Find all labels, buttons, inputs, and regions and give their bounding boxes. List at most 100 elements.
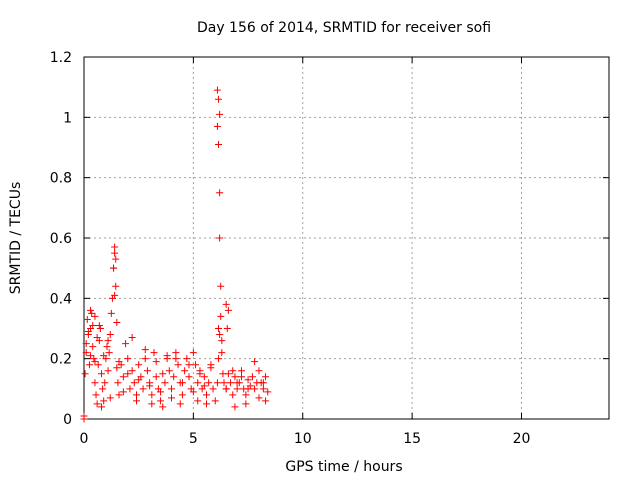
data-point (89, 321, 97, 329)
data-point (192, 361, 200, 369)
data-point (181, 367, 189, 375)
data-point (259, 379, 267, 387)
data-point (115, 391, 123, 399)
data-point (227, 379, 235, 387)
data-point (111, 249, 119, 257)
data-point (242, 391, 250, 399)
data-point (185, 373, 193, 381)
data-point (141, 346, 149, 354)
y-tick-label: 1.2 (50, 50, 72, 66)
data-point (205, 379, 213, 387)
y-tick-label: 0.6 (50, 231, 72, 247)
data-point (146, 382, 154, 390)
data-point (211, 397, 219, 405)
data-point (213, 122, 221, 130)
y-tick-label: 0 (63, 412, 72, 428)
data-point (104, 367, 112, 375)
data-point (87, 306, 95, 314)
data-point (107, 309, 115, 317)
data-point (165, 367, 173, 375)
data-point (242, 400, 250, 408)
data-point (128, 334, 136, 342)
data-point (111, 291, 119, 299)
data-point (122, 340, 130, 348)
data-point (157, 397, 165, 405)
data-point (81, 370, 89, 378)
data-point (91, 358, 99, 366)
data-point (215, 95, 223, 103)
data-point (215, 325, 223, 332)
data-point (200, 382, 208, 390)
data-point (231, 403, 239, 411)
data-point (106, 331, 114, 339)
data-point (168, 394, 175, 402)
data-point (119, 388, 127, 396)
data-point (98, 370, 105, 378)
data-point (143, 367, 151, 375)
data-point (194, 379, 202, 387)
data-point (172, 355, 180, 363)
x-axis-label: GPS time / hours (285, 459, 402, 475)
data-point (124, 355, 132, 363)
data-point (233, 385, 241, 393)
data-point (231, 373, 239, 381)
data-point (111, 243, 119, 251)
data-point (100, 397, 108, 405)
data-point (94, 361, 102, 369)
data-point (133, 391, 140, 399)
data-point (148, 391, 156, 399)
x-tick-label: 10 (294, 431, 312, 447)
data-point (251, 385, 259, 393)
data-point (89, 343, 97, 351)
data-point (189, 388, 197, 396)
data-point (87, 352, 95, 360)
data-point (159, 370, 167, 378)
data-point (200, 373, 208, 381)
y-tick-label: 0.8 (50, 171, 72, 187)
data-point (163, 352, 171, 360)
data-point (255, 367, 263, 375)
data-point (95, 321, 103, 329)
data-point (148, 400, 156, 408)
data-point (251, 358, 259, 366)
data-point (84, 328, 92, 336)
data-point (88, 309, 96, 317)
data-point (216, 331, 224, 339)
data-point (150, 349, 158, 357)
data-point (92, 391, 100, 399)
data-point (126, 385, 134, 393)
y-tick-label: 0.4 (50, 291, 72, 307)
data-point (189, 349, 197, 357)
data-point (115, 358, 123, 366)
x-tick-label: 15 (403, 431, 421, 447)
data-point (194, 397, 202, 405)
data-point (135, 376, 143, 384)
data-point (119, 373, 127, 381)
data-point (100, 352, 108, 360)
data-point (85, 361, 93, 369)
data-point (168, 385, 175, 393)
data-points (80, 86, 272, 423)
data-point (172, 349, 180, 357)
data-point (217, 282, 225, 290)
data-point (262, 397, 270, 405)
axis-ticks: 0 5 10 15 20 0 0.2 0.4 0.6 0.8 1 1.2 (50, 50, 609, 447)
chart-title: Day 156 of 2014, SRMTID for receiver sof… (197, 20, 491, 36)
data-point (229, 367, 237, 375)
data-point (264, 388, 272, 396)
data-point (114, 379, 122, 387)
data-point (178, 391, 186, 399)
data-point (113, 364, 121, 372)
data-point (141, 355, 149, 363)
y-tick-label: 0.2 (50, 352, 72, 368)
data-point (113, 318, 121, 326)
data-point (159, 403, 167, 411)
data-point (110, 264, 118, 272)
data-point (104, 337, 112, 345)
data-point (105, 349, 113, 357)
y-tick-label: 1 (63, 110, 72, 126)
data-point (96, 325, 104, 332)
data-point (93, 400, 101, 408)
data-point (83, 315, 91, 323)
